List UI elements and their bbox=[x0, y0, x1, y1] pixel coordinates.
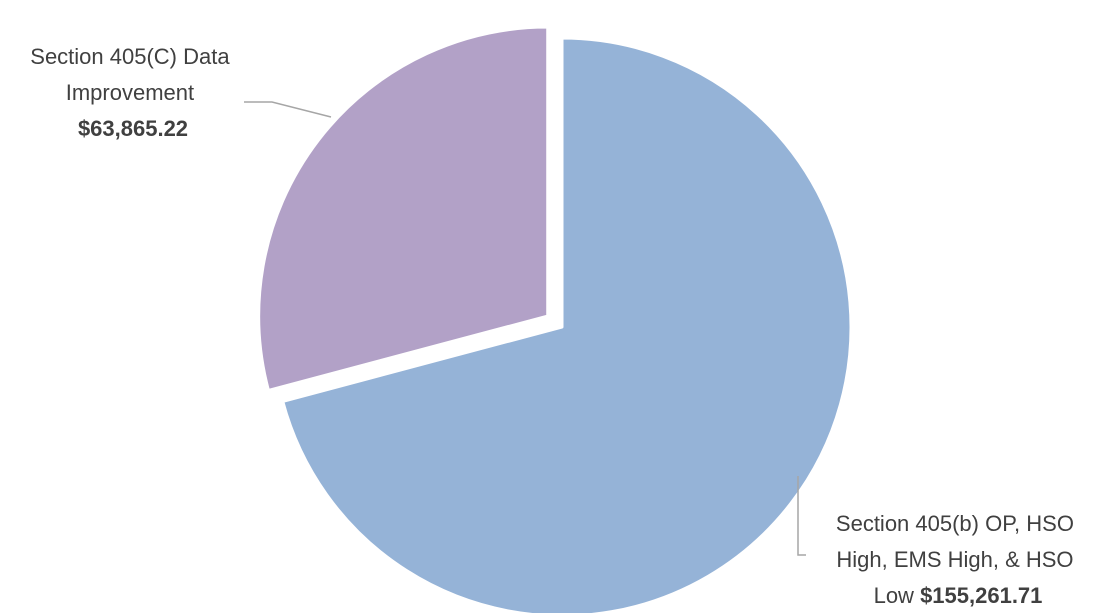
slice-label-405b-line-1: Section 405(b) OP, HSO bbox=[836, 511, 1074, 536]
slice-label-405c-line-2: Improvement bbox=[66, 80, 194, 105]
pie-slice-1 bbox=[257, 25, 550, 392]
slice-label-405b-line-3: Low $155,261.71 bbox=[874, 583, 1043, 608]
slice-label-405b: Section 405(b) OP, HSO High, EMS High, &… bbox=[836, 511, 1080, 608]
leader-lines bbox=[244, 101, 806, 556]
slice-label-405c: Section 405(C) Data Improvement $63,865.… bbox=[30, 44, 235, 141]
slice-value-405b: $155,261.71 bbox=[920, 583, 1042, 608]
leader-line-405c bbox=[244, 101, 332, 118]
slice-label-405b-line-3-text: Low bbox=[874, 583, 914, 608]
pie-slice-0 bbox=[281, 36, 853, 613]
slice-label-405b-line-2: High, EMS High, & HSO bbox=[836, 547, 1073, 572]
slice-value-405c: $63,865.22 bbox=[78, 116, 188, 141]
leader-line-405b bbox=[797, 476, 806, 556]
slice-label-405c-line-1: Section 405(C) Data bbox=[30, 44, 230, 69]
pie-slices bbox=[257, 25, 853, 613]
